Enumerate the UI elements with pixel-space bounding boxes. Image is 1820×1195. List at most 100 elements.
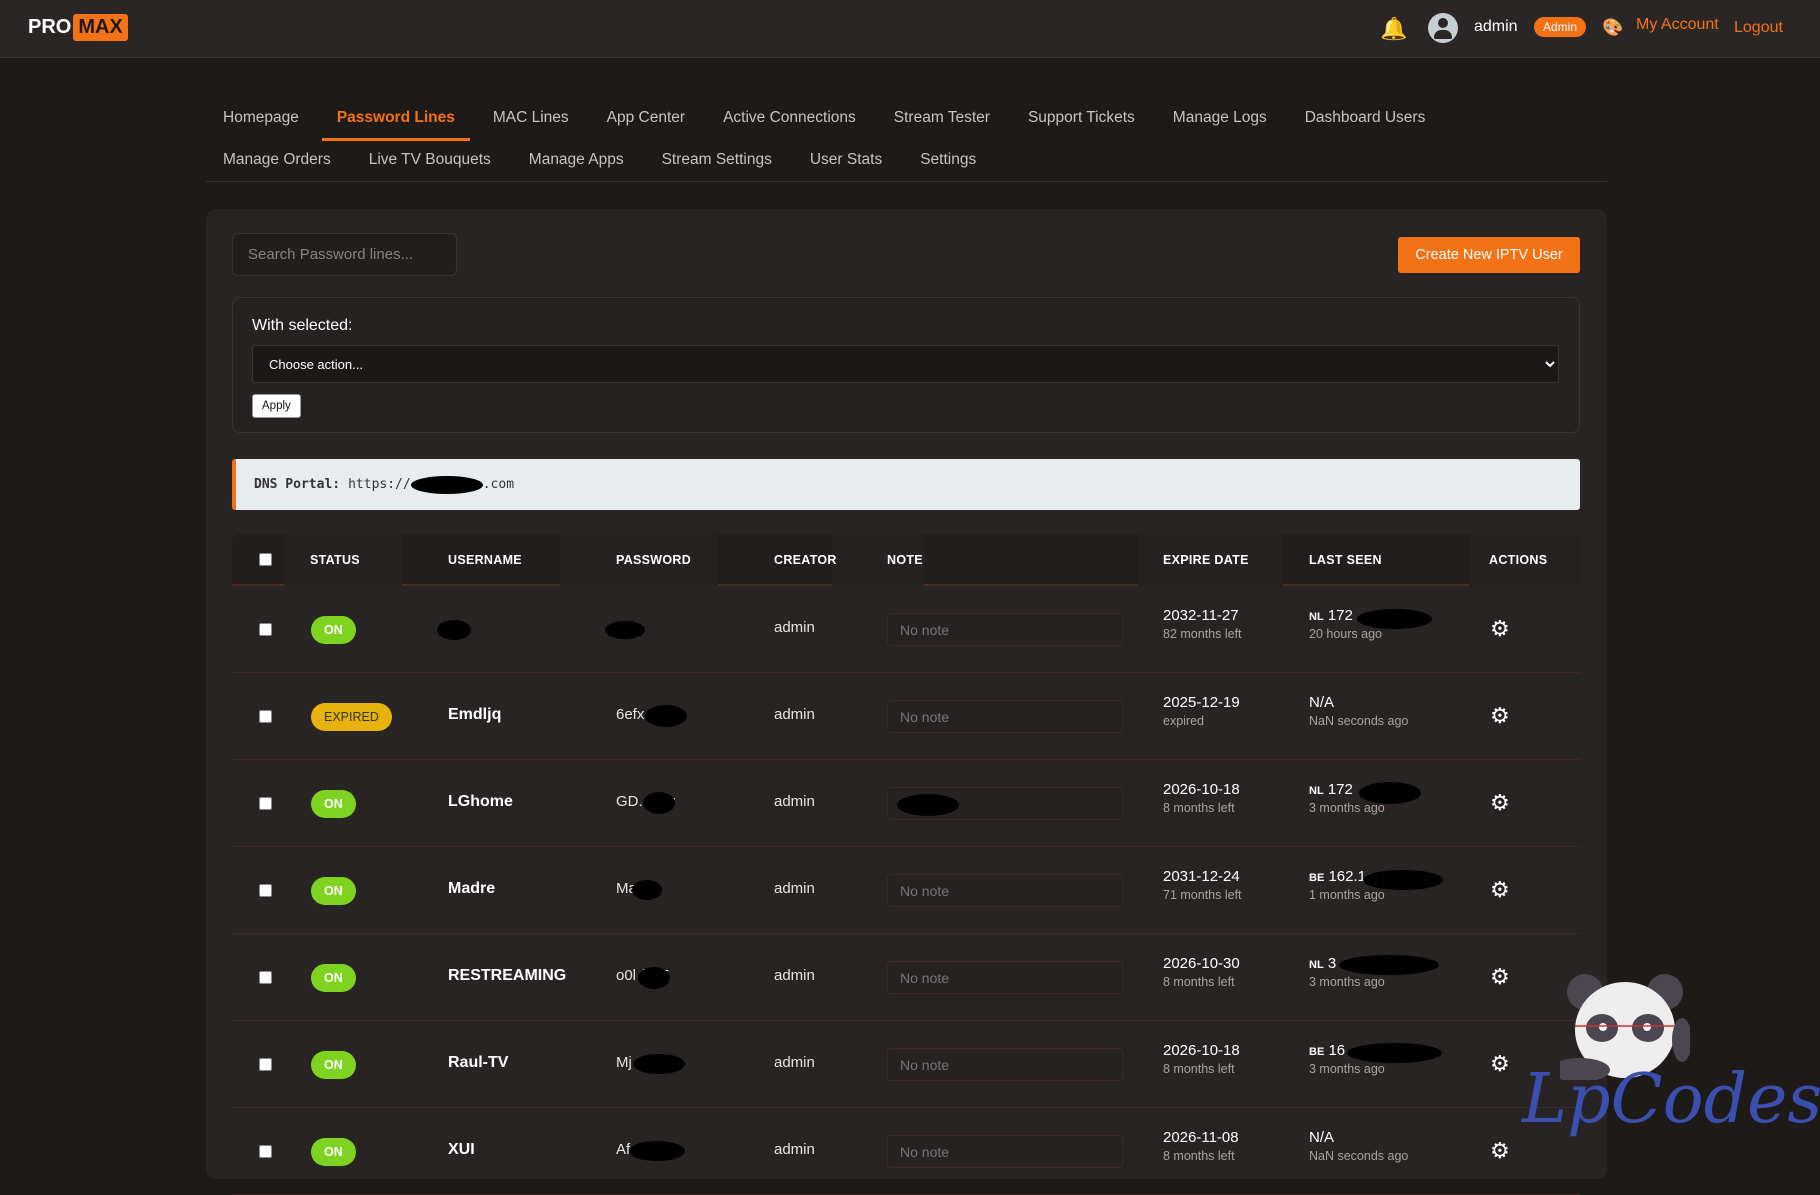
last-seen-ago: NaN seconds ago [1309, 1149, 1409, 1163]
redacted-mark [1357, 609, 1432, 629]
last-seen-ago: 1 months ago [1309, 888, 1385, 902]
expire-date-cell: 2026-10-18 8 months left [1163, 1042, 1240, 1076]
nav-item-manage-logs[interactable]: Manage Logs [1172, 109, 1267, 126]
row-checkbox[interactable] [259, 884, 272, 897]
last-seen-ip: 162.1 [1328, 868, 1366, 885]
country-code: NL [1309, 959, 1324, 971]
column-header-note: NOTE [887, 553, 923, 567]
nav-row-2: Manage Orders Live TV Bouquets Manage Apps… [223, 151, 976, 169]
gear-icon[interactable]: ⚙ [1490, 1138, 1510, 1163]
gear-icon[interactable]: ⚙ [1490, 877, 1510, 902]
gear-icon[interactable]: ⚙ [1490, 964, 1510, 989]
nav-item-manage-apps[interactable]: Manage Apps [528, 151, 624, 168]
bell-icon[interactable]: 🔔 [1380, 16, 1408, 41]
row-checkbox[interactable] [259, 797, 272, 810]
nav-item-dashboard-users[interactable]: Dashboard Users [1304, 109, 1426, 126]
country-code: BE [1309, 1046, 1325, 1058]
last-seen-cell: NL 172 20 hours ago [1309, 607, 1382, 641]
creator-cell: admin [774, 706, 815, 723]
nav-item-live-tv-bouquets[interactable]: Live TV Bouquets [368, 151, 491, 168]
action-select[interactable]: Choose action... [252, 345, 1559, 383]
username-cell: RESTREAMING [448, 967, 567, 984]
expire-remaining: 8 months left [1163, 801, 1235, 815]
redacted-mark [1347, 1043, 1442, 1063]
note-input[interactable] [887, 874, 1123, 907]
nav-item-stream-tester[interactable]: Stream Tester [893, 109, 990, 126]
logo[interactable]: PRO MAX [28, 12, 128, 42]
gear-icon[interactable]: ⚙ [1490, 703, 1510, 728]
logout-link[interactable]: Logout [1734, 19, 1783, 36]
gear-icon[interactable]: ⚙ [1490, 790, 1510, 815]
gear-icon[interactable]: ⚙ [1490, 616, 1510, 641]
row-checkbox[interactable] [259, 1145, 272, 1158]
note-input[interactable] [887, 961, 1123, 994]
nav-item-settings[interactable]: Settings [920, 151, 977, 168]
status-badge: ON [311, 1051, 356, 1079]
select-all-checkbox[interactable] [259, 553, 272, 566]
watermark-text: LpCodes [1522, 1060, 1820, 1139]
last-seen-cell: N/A NaN seconds ago [1309, 1129, 1408, 1163]
palette-icon[interactable]: 🎨 [1602, 18, 1624, 37]
expire-date: 2031-12-24 [1163, 868, 1240, 885]
expire-date: 2026-10-30 [1163, 955, 1240, 972]
status-badge: EXPIRED [311, 703, 392, 731]
nav-item-app-center[interactable]: App Center [606, 109, 686, 126]
status-badge: ON [311, 877, 356, 905]
column-header-username: USERNAME [448, 553, 522, 567]
row-checkbox[interactable] [259, 623, 272, 636]
expire-date-cell: 2025-12-19 expired [1163, 694, 1240, 728]
dns-portal: DNS Portal: https:// .com [232, 459, 1580, 510]
expire-date-cell: 2026-11-08 8 months left [1163, 1129, 1239, 1163]
search-input[interactable] [232, 233, 457, 276]
last-seen-ago: 3 months ago [1309, 975, 1385, 989]
note-input[interactable] [887, 700, 1123, 733]
nav-item-stream-settings[interactable]: Stream Settings [661, 151, 772, 168]
nav-item-active-connections[interactable]: Active Connections [723, 109, 856, 126]
last-seen-cell: N/A NaN seconds ago [1309, 694, 1408, 728]
expire-date-cell: 2026-10-18 8 months left [1163, 781, 1240, 815]
apply-button[interactable]: Apply [252, 394, 301, 418]
expire-remaining: 8 months left [1163, 1149, 1235, 1163]
nav-item-manage-orders[interactable]: Manage Orders [223, 151, 331, 168]
creator-cell: admin [774, 793, 815, 810]
username-cell: Emdljq [448, 706, 502, 723]
main-nav: Homepage Password Lines MAC Lines App Cente… [206, 100, 1607, 182]
last-seen-ago: 3 months ago [1309, 1062, 1385, 1076]
redacted-mark [632, 880, 662, 900]
dns-suffix: .com [482, 477, 515, 492]
creator-cell: admin [774, 880, 815, 897]
create-user-button[interactable]: Create New IPTV User [1398, 237, 1580, 273]
note-input[interactable] [887, 613, 1123, 646]
status-badge: ON [311, 964, 356, 992]
column-header-password: PASSWORD [616, 553, 692, 567]
my-account-link[interactable]: My Account [1636, 16, 1719, 33]
note-input[interactable] [887, 1048, 1123, 1081]
nav-item-password-lines[interactable]: Password Lines [321, 109, 470, 141]
column-header-status: STATUS [310, 553, 360, 567]
nav-item-support-tickets[interactable]: Support Tickets [1027, 109, 1135, 126]
nav-item-mac-lines[interactable]: MAC Lines [492, 109, 569, 126]
last-seen-ip: 172 [1327, 781, 1353, 798]
column-header-creator: CREATOR [774, 553, 837, 567]
role-badge: Admin [1534, 17, 1587, 37]
row-checkbox[interactable] [259, 971, 272, 984]
expire-date-cell: 2031-12-24 71 months left [1163, 868, 1242, 902]
note-input[interactable] [887, 1135, 1123, 1168]
user-avatar-icon[interactable] [1428, 13, 1458, 43]
row-checkbox[interactable] [259, 1058, 272, 1071]
gear-icon[interactable]: ⚙ [1490, 1051, 1510, 1076]
row-checkbox[interactable] [259, 710, 272, 723]
redacted-mark [1359, 782, 1421, 804]
last-seen-ip: 172 [1327, 607, 1353, 624]
nav-item-homepage[interactable]: Homepage [223, 109, 299, 126]
dns-label: DNS Portal: [254, 477, 341, 492]
username-cell: Madre [448, 880, 496, 897]
expire-remaining: 8 months left [1163, 975, 1235, 989]
redacted-mark [633, 1054, 685, 1074]
nav-item-user-stats[interactable]: User Stats [809, 151, 883, 168]
